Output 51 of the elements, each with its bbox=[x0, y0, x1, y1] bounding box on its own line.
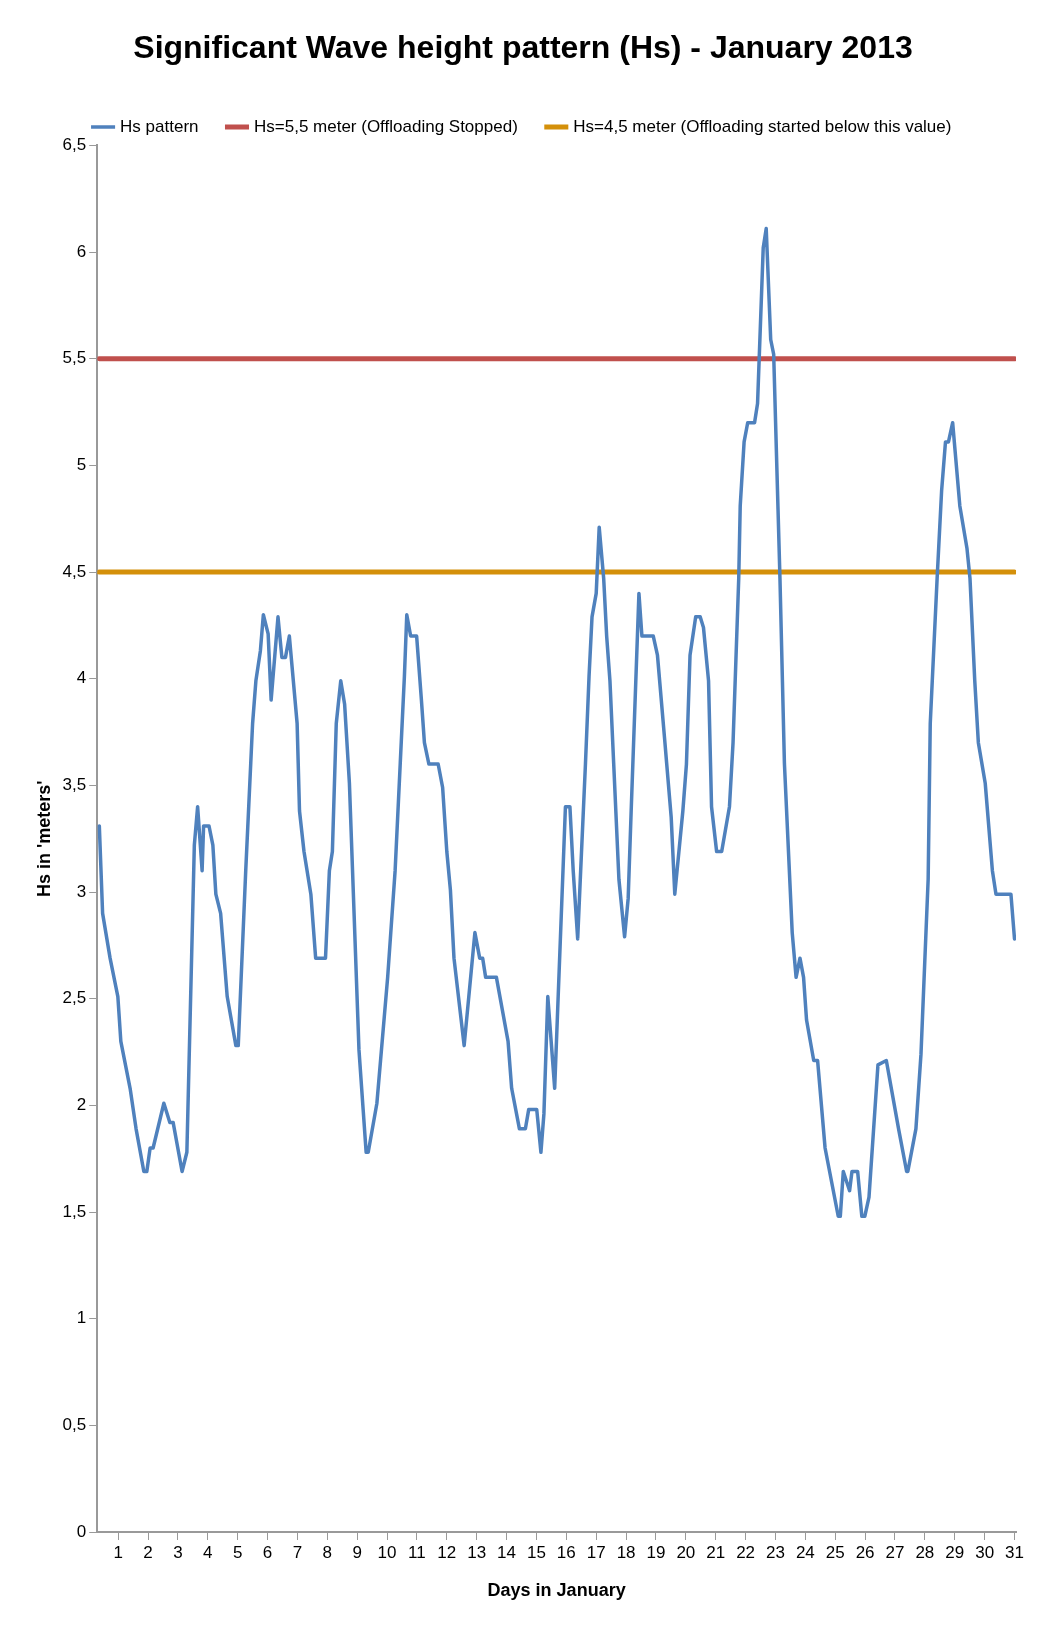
y-tick-label: 2 bbox=[76, 1095, 87, 1115]
x-tick-label: 24 bbox=[795, 1542, 815, 1562]
x-tick-label: 1 bbox=[113, 1542, 123, 1562]
x-tick-label: 7 bbox=[292, 1542, 303, 1562]
x-tick-label: 28 bbox=[915, 1542, 935, 1562]
legend-label: Hs pattern bbox=[120, 116, 199, 136]
x-tick-label: 20 bbox=[676, 1542, 696, 1562]
y-tick-label: 1 bbox=[76, 1308, 87, 1328]
y-tick-label: 0,5 bbox=[62, 1415, 87, 1435]
y-tick-label: 5 bbox=[76, 455, 87, 475]
y-tick-label: 1,5 bbox=[62, 1201, 87, 1221]
legend-label: Hs=4,5 meter (Offloading started below this value) bbox=[573, 116, 952, 136]
y-tick-label: 4,5 bbox=[62, 561, 87, 581]
x-tick-label: 11 bbox=[408, 1542, 426, 1562]
x-tick-label: 2 bbox=[143, 1542, 153, 1562]
y-tick-label: 6,5 bbox=[62, 135, 87, 155]
x-tick-label: 14 bbox=[497, 1542, 517, 1562]
x-tick-label: 18 bbox=[616, 1542, 636, 1562]
x-tick-label: 15 bbox=[526, 1542, 546, 1562]
y-tick-label: 0 bbox=[76, 1521, 87, 1541]
y-tick-label: 5,5 bbox=[62, 348, 87, 368]
x-tick-label: 30 bbox=[975, 1542, 995, 1562]
y-tick-label: 4 bbox=[76, 668, 87, 688]
x-tick-label: 9 bbox=[352, 1542, 362, 1562]
x-tick-label: 6 bbox=[262, 1542, 273, 1562]
y-tick-label: 3,5 bbox=[62, 775, 87, 795]
x-tick-label: 16 bbox=[556, 1542, 576, 1562]
y-tick-label: 2,5 bbox=[62, 988, 87, 1008]
legend-label: Hs=5,5 meter (Offloading Stopped) bbox=[254, 116, 518, 136]
x-tick-label: 4 bbox=[203, 1542, 213, 1562]
y-axis-title: Hs in 'meters' bbox=[33, 780, 54, 897]
y-tick-label: 3 bbox=[76, 881, 87, 901]
x-tick-label: 21 bbox=[706, 1542, 726, 1562]
x-tick-label: 13 bbox=[467, 1542, 487, 1562]
x-tick-label: 29 bbox=[945, 1542, 965, 1562]
x-tick-label: 8 bbox=[322, 1542, 333, 1562]
x-tick-label: 25 bbox=[825, 1542, 845, 1562]
x-tick-label: 19 bbox=[646, 1542, 666, 1562]
x-tick-label: 5 bbox=[232, 1542, 243, 1562]
x-tick-label: 3 bbox=[173, 1542, 183, 1562]
x-tick-label: 22 bbox=[736, 1542, 756, 1562]
chart-title: Significant Wave height pattern (Hs) - January 2013 bbox=[133, 29, 913, 66]
x-tick-label: 10 bbox=[377, 1542, 397, 1562]
y-tick-label: 6 bbox=[76, 241, 87, 261]
x-tick-label: 23 bbox=[766, 1542, 785, 1562]
x-tick-label: 26 bbox=[855, 1542, 875, 1562]
x-tick-label: 27 bbox=[885, 1542, 905, 1562]
x-axis-title: Days in January bbox=[487, 1580, 626, 1601]
x-tick-label: 31 bbox=[1005, 1542, 1024, 1562]
x-tick-label: 12 bbox=[437, 1542, 457, 1562]
x-tick-label: 17 bbox=[586, 1542, 606, 1562]
